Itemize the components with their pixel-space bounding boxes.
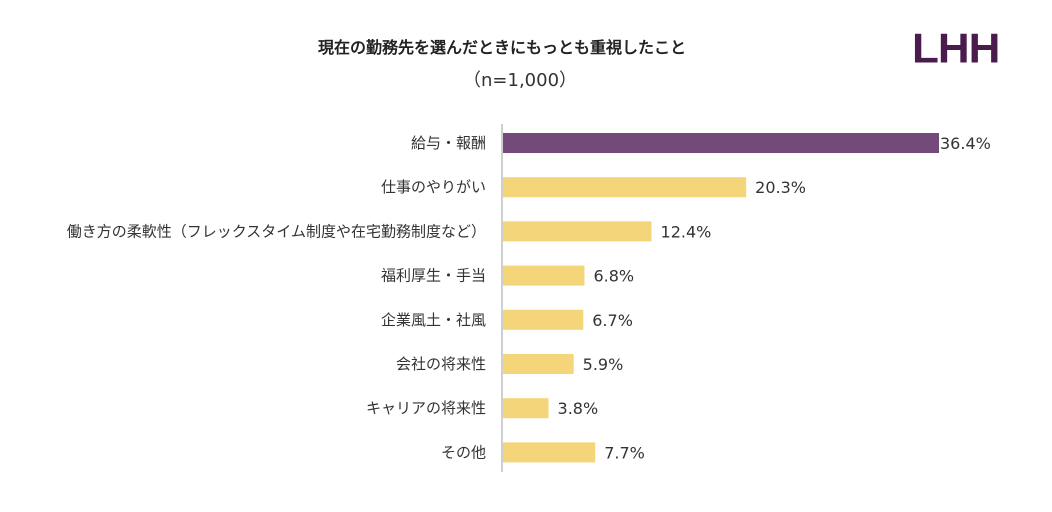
data-label: 7.7%	[604, 443, 645, 462]
bar	[503, 221, 652, 242]
category-label: 給与・報酬	[411, 134, 486, 152]
data-label: 6.8%	[593, 267, 634, 286]
bar	[503, 442, 596, 463]
lhh-logo: LHH	[912, 25, 1000, 72]
bar	[503, 133, 939, 153]
data-label: 36.4%	[940, 134, 991, 153]
data-label: 12.4%	[661, 222, 712, 241]
data-label: 6.7%	[592, 311, 633, 330]
category-label: 福利厚生・手当	[381, 267, 486, 285]
bar	[503, 309, 584, 330]
category-label: その他	[441, 443, 486, 461]
chart-title: 現在の勤務先を選んだときにもっとも重視したこと	[318, 38, 687, 57]
data-label: 20.3%	[755, 178, 806, 197]
data-label: 5.9%	[583, 355, 624, 374]
bar	[503, 354, 574, 374]
bar	[503, 265, 585, 286]
data-label: 3.8%	[558, 399, 599, 418]
category-label: キャリアの将来性	[366, 399, 486, 417]
category-label: 働き方の柔軟性（フレックスタイム制度や在宅勤務制度など）	[67, 222, 486, 240]
bar	[503, 398, 549, 419]
chart-subtitle: （n=1,000）	[463, 70, 578, 91]
bar	[503, 177, 747, 198]
category-label: 会社の将来性	[396, 355, 486, 373]
category-label: 仕事のやりがい	[381, 178, 486, 196]
category-label: 企業風土・社風	[381, 311, 486, 329]
